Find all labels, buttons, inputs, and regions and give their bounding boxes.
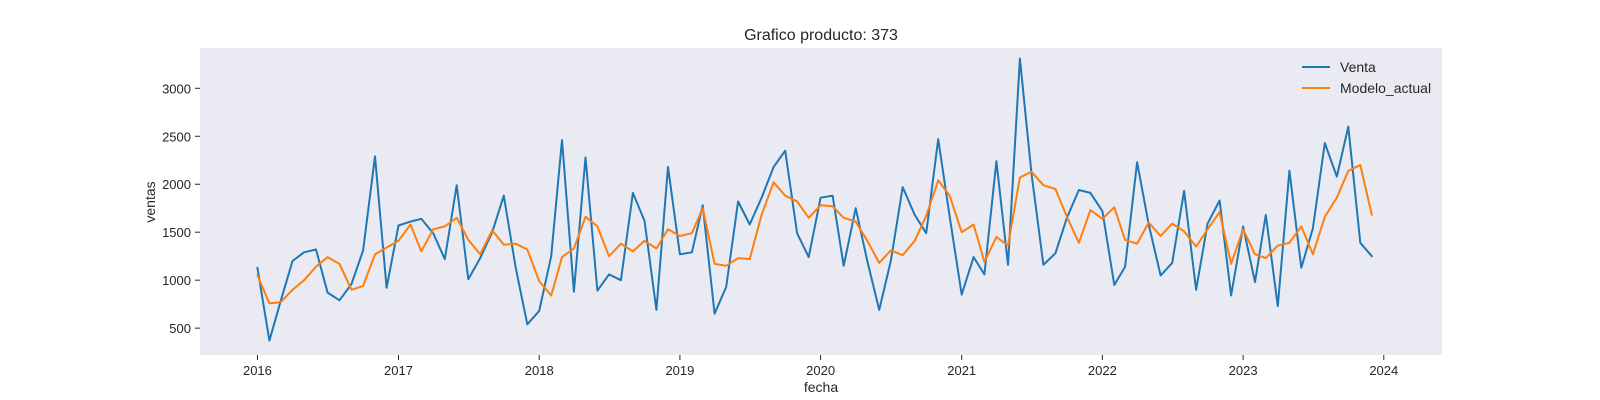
x-tick-label: 2024 bbox=[1369, 363, 1398, 378]
chart-title: Grafico producto: 373 bbox=[744, 27, 898, 44]
plot-background bbox=[200, 48, 1442, 355]
y-axis-ticks: 500 1000 1500 2000 2500 3000 bbox=[162, 81, 200, 336]
x-tick-label: 2021 bbox=[947, 363, 976, 378]
x-axis-ticks: 2016 2017 2018 2019 2020 2021 2022 2023 2024 bbox=[243, 355, 1398, 378]
y-axis-label: ventas bbox=[142, 181, 158, 222]
x-tick-label: 2016 bbox=[243, 363, 272, 378]
x-tick-label: 2020 bbox=[806, 363, 835, 378]
x-tick-label: 2019 bbox=[665, 363, 694, 378]
x-tick-label: 2017 bbox=[384, 363, 413, 378]
legend-label: Modelo_actual bbox=[1340, 80, 1431, 96]
legend: Venta Modelo_actual bbox=[1302, 59, 1431, 96]
y-tick-label: 1000 bbox=[162, 273, 191, 288]
y-tick-label: 2000 bbox=[162, 177, 191, 192]
y-tick-label: 500 bbox=[169, 321, 191, 336]
series-line-modelo-actual bbox=[256, 164, 1373, 305]
y-tick-label: 3000 bbox=[162, 81, 191, 96]
y-tick-label: 2500 bbox=[162, 129, 191, 144]
series-lines bbox=[256, 57, 1373, 342]
series-line-venta bbox=[256, 57, 1373, 342]
x-tick-label: 2023 bbox=[1229, 363, 1258, 378]
legend-label: Venta bbox=[1340, 59, 1376, 75]
y-tick-label: 1500 bbox=[162, 225, 191, 240]
x-axis-label: fecha bbox=[804, 379, 838, 395]
x-tick-label: 2022 bbox=[1088, 363, 1117, 378]
x-tick-label: 2018 bbox=[525, 363, 554, 378]
